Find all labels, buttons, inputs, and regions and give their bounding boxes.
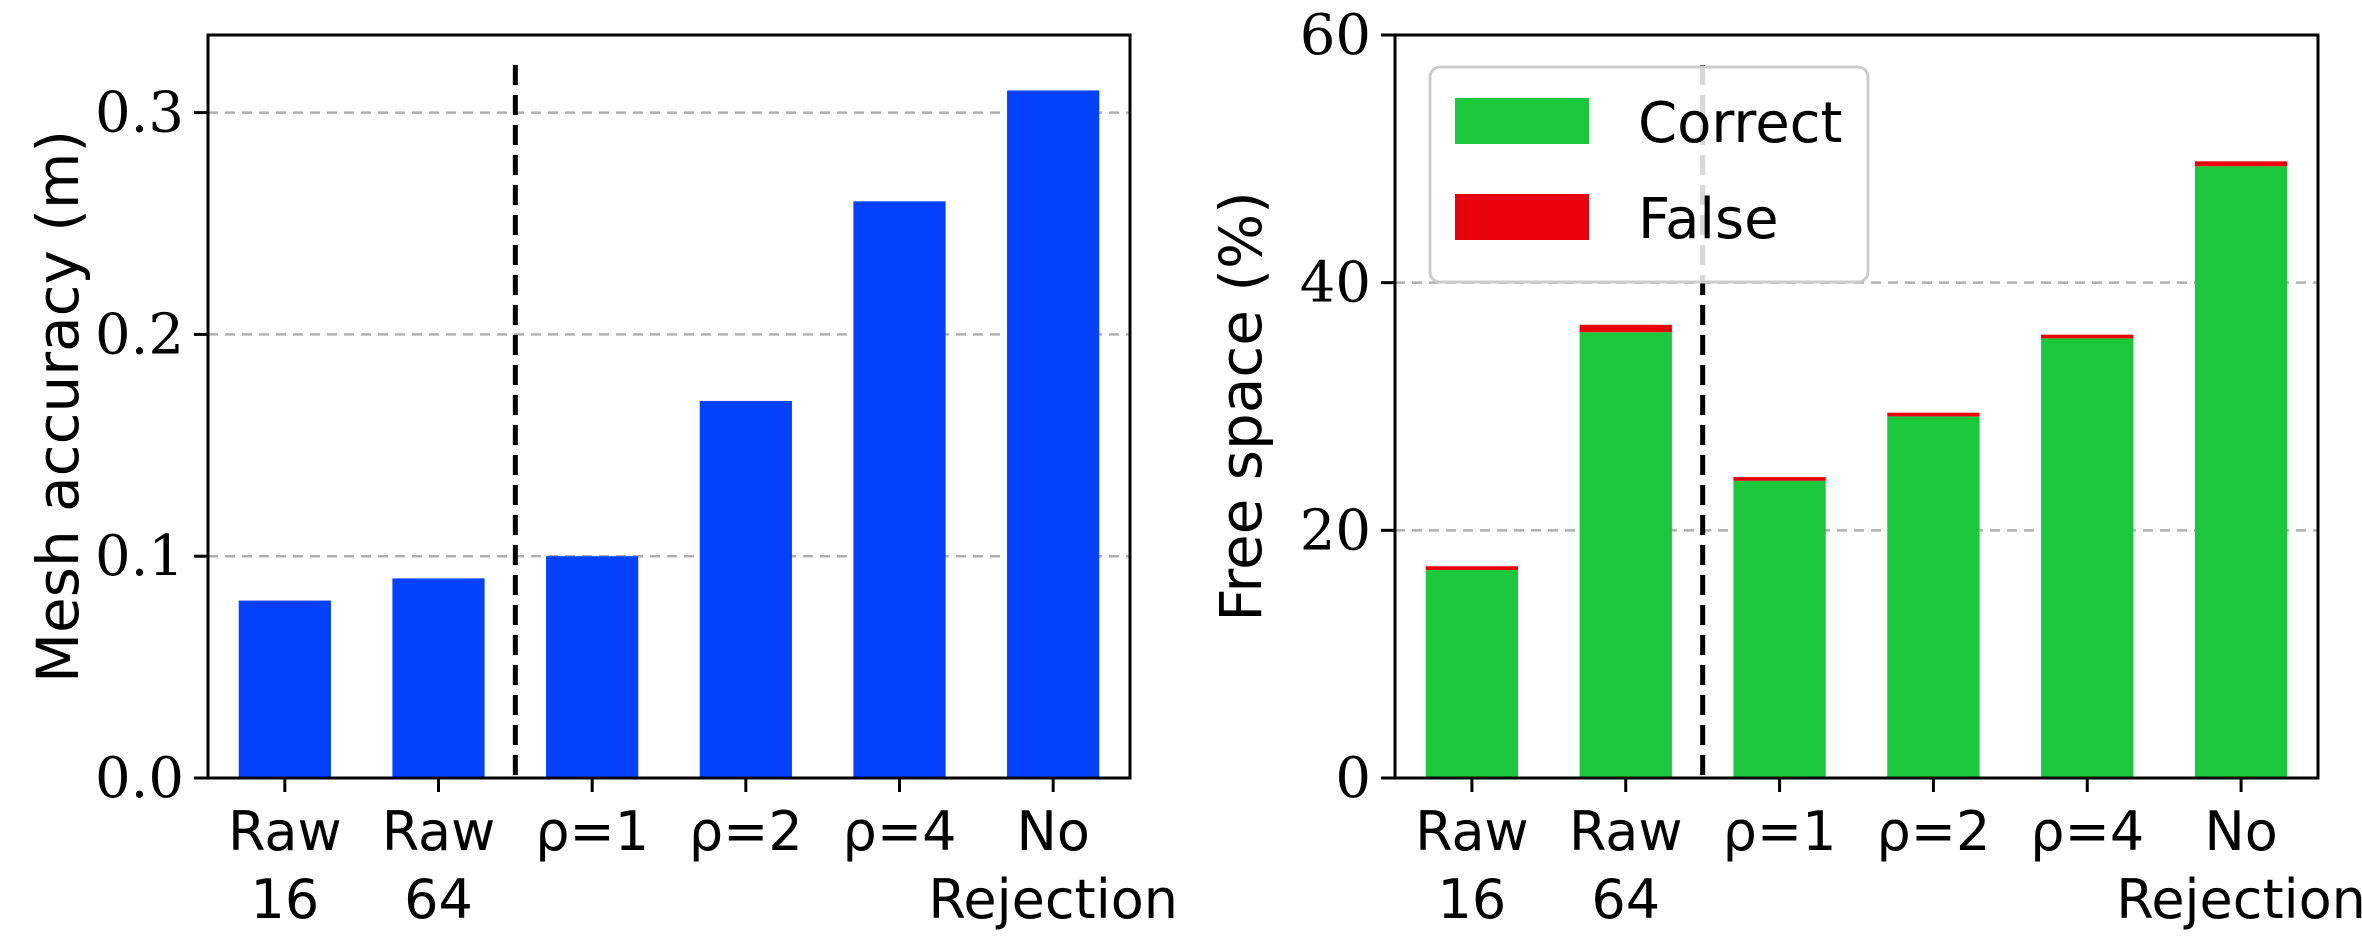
free-space-x-tick-label-line2: 64 — [1591, 868, 1660, 931]
free-space-x-tick-label-line2: 16 — [1438, 868, 1507, 931]
mesh-accuracy-x-tick-label: Raw — [228, 800, 342, 863]
free-space-x-tick-label: No — [2204, 800, 2277, 863]
legend-label-false: False — [1638, 187, 1779, 252]
mesh-accuracy-y-axis-label: Mesh accuracy (m) — [24, 130, 92, 683]
mesh-accuracy-plot-frame — [206, 33, 1132, 780]
free-space-x-tick-label: ρ=4 — [2030, 800, 2144, 863]
free-space-bar-false — [2041, 334, 2134, 339]
free-space-legend: Correct False — [1428, 65, 1870, 284]
free-space-plot-frame — [1393, 33, 2320, 780]
mesh-accuracy-bar — [238, 600, 331, 778]
legend-swatch-false — [1455, 194, 1589, 240]
free-space-bar-correct — [1887, 416, 1980, 778]
mesh-accuracy-y-tick-label: 0.0 — [95, 746, 184, 811]
free-space-bar-correct — [2194, 166, 2288, 779]
mesh-accuracy-x-tick-label: ρ=4 — [843, 800, 957, 863]
free-space-bar-correct — [1579, 332, 1672, 778]
free-space-bar-correct — [1733, 480, 1826, 778]
mesh-accuracy-x-tick-label-line2: 64 — [404, 868, 473, 931]
mesh-accuracy-y-ticks: 0.0 0.1 0.2 0.3 — [95, 81, 208, 811]
mesh-accuracy-gridlines — [208, 111, 1130, 558]
free-space-bar-correct — [2041, 338, 2134, 778]
free-space-y-tick-label: 0 — [1335, 746, 1371, 811]
mesh-accuracy-bar — [853, 201, 946, 779]
legend-swatch-correct — [1455, 98, 1589, 144]
mesh-accuracy-x-tick-label: ρ=2 — [689, 800, 803, 863]
mesh-accuracy-bar — [392, 578, 485, 778]
free-space-bar-correct — [1425, 569, 1519, 778]
free-space-bar-false — [1733, 477, 1826, 481]
free-space-bar-false — [1887, 412, 1980, 417]
mesh-accuracy-y-tick-label: 0.2 — [95, 302, 184, 367]
free-space-gridlines — [1395, 281, 2318, 532]
mesh-accuracy-bar — [546, 556, 639, 778]
free-space-bar-false — [2194, 161, 2288, 167]
free-space-x-tick-label-line2: Rejection — [2116, 868, 2362, 931]
mesh-accuracy-bar — [699, 400, 792, 778]
mesh-accuracy-bar — [1007, 90, 1100, 779]
free-space-y-tick-label: 60 — [1300, 3, 1371, 68]
mesh-accuracy-x-tick-label-line2: Rejection — [928, 868, 1178, 931]
mesh-accuracy-x-tick-label: ρ=1 — [535, 800, 649, 863]
free-space-x-tick-label: Raw — [1569, 800, 1683, 863]
free-space-bar-false — [1579, 324, 1672, 333]
free-space-bars — [1425, 161, 2288, 779]
legend-label-correct: Correct — [1638, 91, 1842, 156]
mesh-accuracy-x-tick-label: Raw — [382, 800, 496, 863]
free-space-y-tick-label: 40 — [1300, 251, 1371, 316]
free-space-x-tick-label: ρ=1 — [1723, 800, 1837, 863]
free-space-y-axis-label: Free space (%) — [1207, 191, 1275, 621]
free-space-x-tick-label: Raw — [1415, 800, 1529, 863]
free-space-x-tick-label: ρ=2 — [1876, 800, 1990, 863]
mesh-accuracy-x-tick-label: No — [1016, 800, 1089, 863]
free-space-y-tick-label: 20 — [1300, 498, 1371, 563]
mesh-accuracy-x-tick-label-line2: 16 — [250, 868, 319, 931]
free-space-bar-false — [1425, 566, 1519, 570]
mesh-accuracy-bars — [238, 90, 1100, 779]
free-space-y-ticks: 0 20 40 60 — [1300, 3, 1395, 811]
mesh-accuracy-y-tick-label: 0.1 — [95, 524, 184, 589]
mesh-accuracy-y-tick-label: 0.3 — [95, 81, 184, 146]
